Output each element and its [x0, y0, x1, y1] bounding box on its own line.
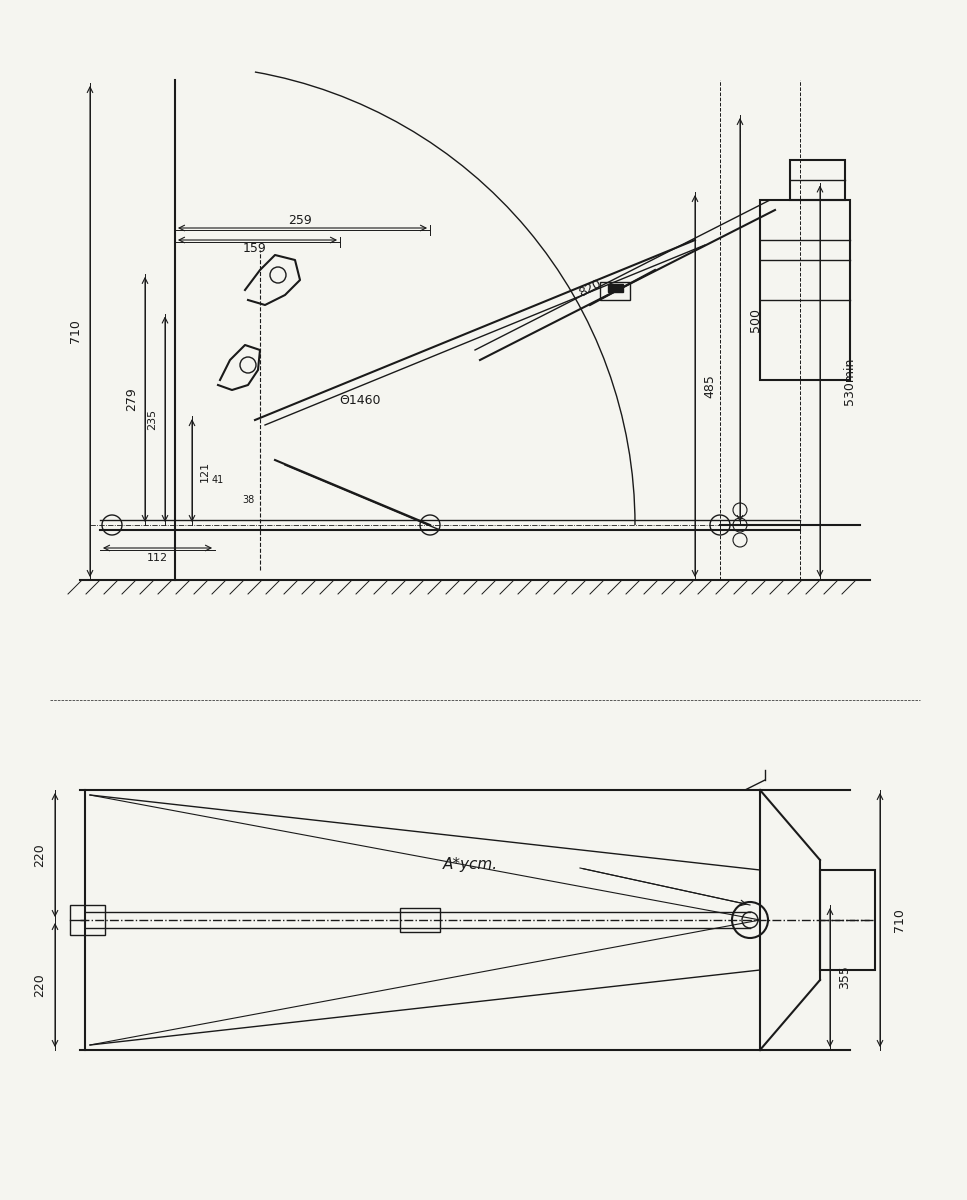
Text: 112: 112 [146, 553, 167, 563]
Text: 485: 485 [704, 374, 717, 398]
Text: 279: 279 [126, 388, 138, 410]
Bar [790, 160, 845, 200]
Text: 710: 710 [69, 319, 81, 343]
Bar [608, 284, 623, 292]
Bar [400, 908, 440, 932]
Bar [70, 905, 105, 935]
Bar [600, 282, 630, 300]
Text: 710: 710 [894, 908, 906, 932]
Text: 220: 220 [34, 844, 46, 866]
Text: 355: 355 [838, 965, 852, 989]
Text: 159: 159 [243, 241, 267, 254]
Text: 41: 41 [212, 475, 224, 485]
Text: 121: 121 [200, 461, 210, 481]
Text: A*ycm.: A*ycm. [443, 858, 498, 872]
Text: 235: 235 [147, 409, 157, 431]
Bar [760, 200, 850, 380]
Text: 820: 820 [576, 277, 603, 299]
Bar [820, 870, 875, 970]
Text: 500: 500 [748, 308, 761, 332]
Text: Θ1460: Θ1460 [339, 394, 381, 407]
Text: 259: 259 [288, 214, 312, 227]
Text: 530min: 530min [843, 358, 857, 404]
Text: 220: 220 [34, 973, 46, 997]
Text: 38: 38 [242, 494, 254, 505]
